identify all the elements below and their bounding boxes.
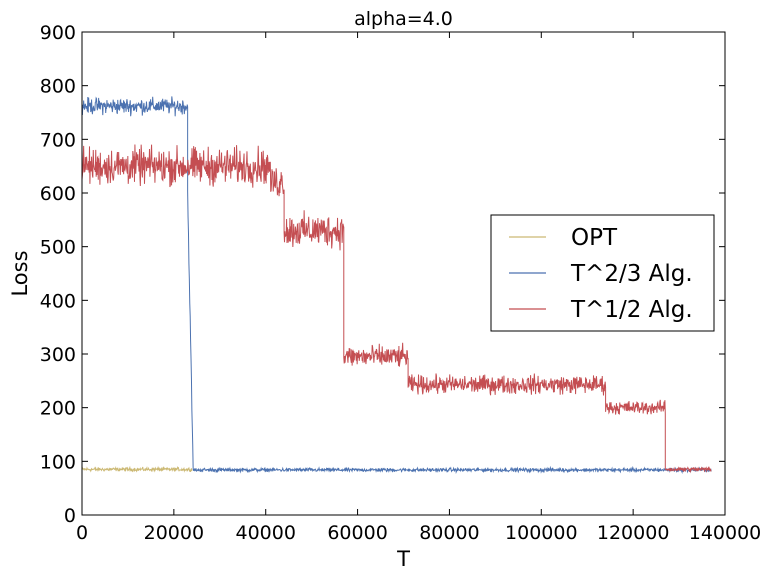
y-tick-label: 800 <box>40 76 76 98</box>
x-axis-title: T <box>396 547 410 571</box>
series-line-0 <box>82 465 193 473</box>
y-tick-label: 900 <box>40 22 76 44</box>
y-tick-label: 0 <box>64 505 76 527</box>
x-tick-label: 60000 <box>327 522 387 544</box>
y-tick-label: 100 <box>40 451 76 473</box>
x-tick-label: 100000 <box>505 522 578 544</box>
y-tick-label: 600 <box>40 183 76 205</box>
series-line-1 <box>82 96 712 475</box>
legend-label-2: T^1/2 Alg. <box>570 297 693 323</box>
y-tick-label: 400 <box>40 290 76 312</box>
y-tick-label: 500 <box>40 237 76 259</box>
y-tick-label: 300 <box>40 344 76 366</box>
x-tick-label: 140000 <box>689 522 762 544</box>
axis-ticks: 0 20000 40000 60000 80000 100000 120000 140000 0… <box>40 22 762 544</box>
legend-label-1: T^2/3 Alg. <box>570 261 693 287</box>
y-tick-label: 200 <box>40 398 76 420</box>
plot-series <box>82 96 712 475</box>
legend: OPT T^2/3 Alg. T^1/2 Alg. <box>490 214 715 332</box>
x-tick-label: 80000 <box>419 522 479 544</box>
x-tick-label: 120000 <box>597 522 670 544</box>
legend-label-0: OPT <box>571 225 618 251</box>
x-tick-label: 0 <box>76 522 88 544</box>
chart-title: alpha=4.0 <box>354 8 453 30</box>
series-line-2 <box>82 144 712 474</box>
x-tick-label: 20000 <box>144 522 204 544</box>
y-axis-title: Loss <box>8 250 32 296</box>
plot-frame <box>81 31 726 516</box>
y-tick-label: 700 <box>40 129 76 151</box>
x-tick-label: 40000 <box>235 522 295 544</box>
